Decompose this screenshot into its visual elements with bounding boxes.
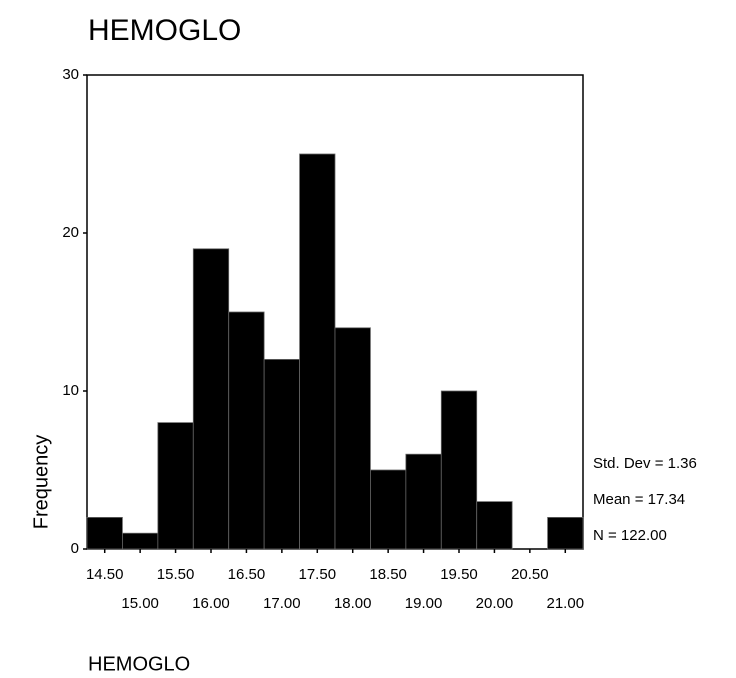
y-axis-label: Frequency	[30, 435, 52, 530]
stat-annotation: Mean = 17.34	[593, 491, 685, 508]
x-tick-label: 19.00	[405, 595, 443, 612]
x-tick-label: 20.50	[511, 566, 549, 583]
x-tick-label: 16.00	[192, 595, 230, 612]
chart-title: HEMOGLO	[88, 14, 241, 47]
y-tick-label: 10	[62, 382, 79, 399]
bar	[263, 358, 300, 550]
bar	[370, 469, 407, 550]
y-tick-label: 30	[62, 66, 79, 83]
y-tick-label: 0	[71, 540, 79, 557]
bar	[476, 501, 513, 550]
bar	[334, 327, 371, 550]
x-tick-label: 15.00	[121, 595, 159, 612]
bar	[405, 453, 442, 550]
x-tick-label: 19.50	[440, 566, 478, 583]
x-tick-label: 17.50	[299, 566, 337, 583]
x-tick-label: 16.50	[228, 566, 266, 583]
bar	[547, 517, 584, 550]
bar	[228, 311, 265, 550]
bar	[86, 517, 123, 550]
x-tick-label: 18.50	[369, 566, 407, 583]
bar	[157, 422, 194, 550]
x-axis-label: HEMOGLO	[88, 653, 190, 675]
x-tick-label: 18.00	[334, 595, 372, 612]
stat-annotation: Std. Dev = 1.36	[593, 455, 697, 472]
x-tick-label: 14.50	[86, 566, 124, 583]
stat-annotation: N = 122.00	[593, 527, 667, 544]
bar	[192, 248, 230, 550]
x-tick-label: 21.00	[547, 595, 585, 612]
x-tick-label: 15.50	[157, 566, 195, 583]
bar	[440, 390, 478, 550]
x-tick-label: 20.00	[476, 595, 514, 612]
bar	[299, 153, 336, 550]
x-tick-label: 17.00	[263, 595, 301, 612]
y-tick-label: 20	[62, 224, 79, 241]
bar	[122, 532, 159, 550]
